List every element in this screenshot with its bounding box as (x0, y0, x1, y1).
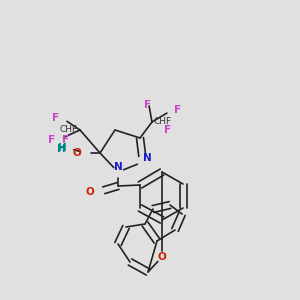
Text: F: F (48, 135, 56, 145)
Text: F: F (164, 125, 172, 135)
Text: F: F (174, 105, 182, 115)
Text: F: F (52, 113, 60, 123)
Text: O: O (73, 148, 81, 158)
Text: H: H (58, 143, 66, 153)
Text: N: N (142, 153, 152, 163)
Text: O: O (158, 252, 166, 262)
Text: CHF: CHF (154, 118, 172, 127)
Text: CHF: CHF (60, 125, 78, 134)
Text: N: N (114, 162, 122, 172)
Text: O: O (85, 187, 94, 197)
Text: H: H (57, 144, 66, 154)
Text: F: F (144, 100, 152, 110)
Text: F: F (62, 135, 70, 145)
